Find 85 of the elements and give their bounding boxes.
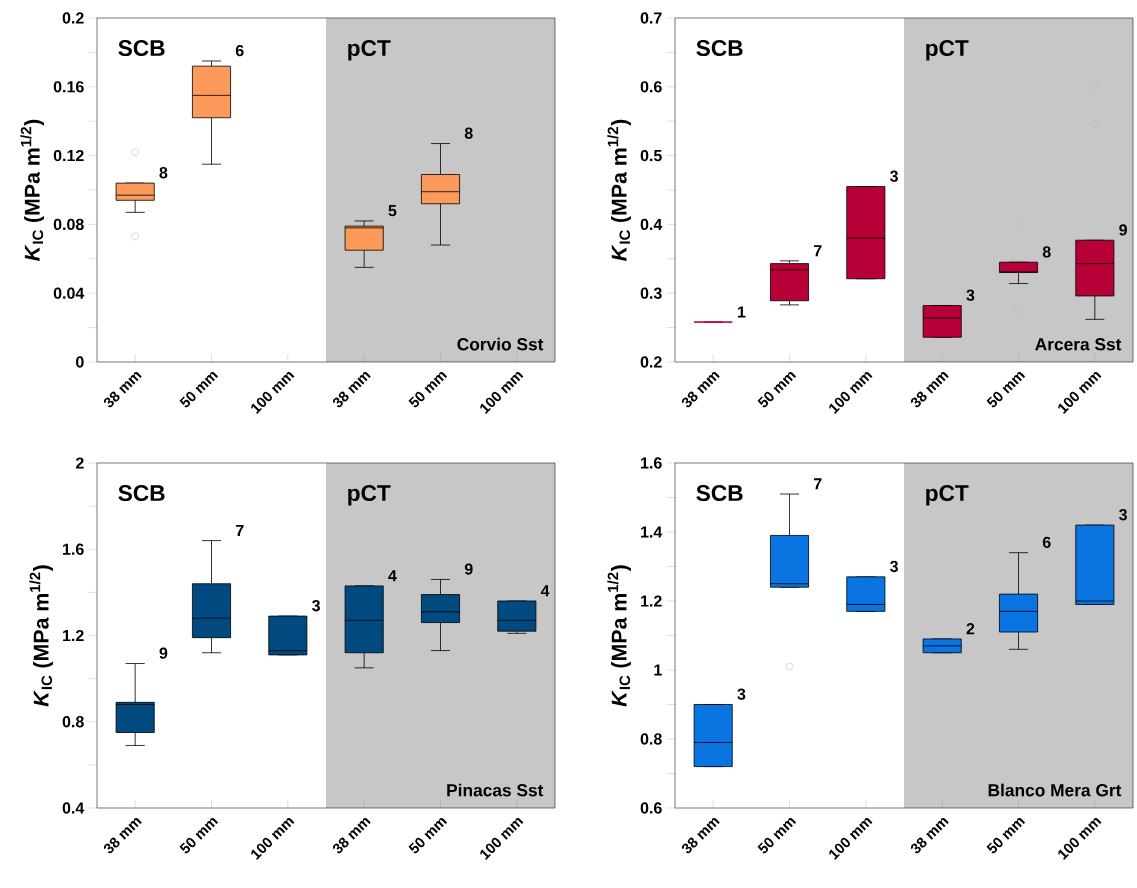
annotation: 8 [159, 167, 168, 179]
annotation: 9 [159, 647, 168, 659]
x-tick-label: 100 mm [1058, 817, 1102, 860]
y-tick-label: 0.3 [640, 287, 662, 299]
y-tick-label: 1.2 [641, 595, 662, 607]
y-tick-label: 0.4 [62, 802, 85, 814]
x-tick-label: 100 mm [251, 817, 295, 860]
x-tick-label: 38 mm [103, 371, 142, 408]
annotation: 2 [966, 623, 975, 635]
y-tick-label: 0.5 [640, 149, 662, 162]
x-tick-label: 38 mm [681, 817, 720, 854]
annotation: pCT [348, 40, 391, 61]
x-tick-label: 38 mm [910, 371, 949, 408]
y-tick-label: 1.4 [641, 526, 663, 538]
annotation: SCB [696, 485, 743, 502]
x-tick-label: 38 mm [332, 371, 371, 408]
annotation: 9 [1119, 224, 1127, 236]
annotation: 6 [1042, 536, 1051, 548]
y-tick-label: 2 [75, 457, 84, 469]
y-tick-label: 0.7 [640, 12, 662, 24]
annotation: 1 [737, 306, 746, 318]
annotation: pCT [348, 485, 391, 506]
annotation: SCB [696, 40, 743, 57]
annotation: 3 [737, 688, 746, 700]
x-tick-label: 100 mm [480, 817, 524, 860]
y-tick-label: 1.6 [641, 457, 662, 469]
y-tick-label: 0.04 [53, 287, 85, 299]
x-tick-label: 100 mm [480, 371, 524, 414]
y-axis-title: K$_{IC}$ (MPa m$^{1/2}$) [29, 565, 53, 707]
annotation: pCT [926, 40, 969, 61]
x-tick-label: 38 mm [103, 817, 142, 854]
y-tick-label: 0.12 [53, 149, 84, 162]
x-tick-label: 100 mm [251, 371, 295, 414]
x-tick-label: 38 mm [910, 817, 949, 854]
y-tick-label: 0.2 [640, 356, 662, 368]
x-tick-label: 100 mm [829, 817, 873, 860]
x-tick-label: 100 mm [1058, 371, 1102, 414]
x-tick-label: 50 mm [986, 817, 1026, 854]
annotation: 5 [388, 205, 397, 217]
annotation: 7 [235, 524, 244, 536]
annotation: 7 [813, 245, 822, 257]
y-tick-label: 0.08 [53, 218, 84, 231]
annotation: 7 [813, 478, 822, 490]
y-tick-label: 0.16 [53, 81, 84, 93]
annotation: SCB [118, 485, 165, 502]
annotation: 4 [540, 585, 550, 597]
y-tick-label: 0.8 [640, 733, 662, 745]
x-tick-label: 50 mm [986, 371, 1026, 408]
annotation: Pinacas Sst [447, 783, 544, 797]
y-tick-label: 0.4 [640, 218, 663, 231]
y-tick-label: 1.2 [63, 629, 84, 642]
annotation: 4 [388, 570, 397, 582]
y-tick-label: 0 [76, 356, 84, 368]
x-tick-label: 38 mm [332, 817, 371, 854]
annotation: 3 [890, 170, 898, 182]
y-tick-label: 0.2 [62, 12, 84, 24]
y-tick-label: 0.8 [62, 716, 84, 728]
annotation: 8 [464, 127, 473, 139]
y-tick-label: 0.6 [640, 81, 662, 93]
y-axis-title: K$_{IC}$ (MPa m$^{1/2}$) [607, 565, 631, 707]
annotation: 3 [312, 600, 320, 612]
annotation: SCB [118, 40, 165, 57]
annotation: 3 [890, 560, 898, 573]
x-tick-label: 38 mm [681, 371, 720, 408]
annotation: 8 [1042, 246, 1051, 258]
y-axis-title: K$_{IC}$ (MPa m$^{1/2}$) [607, 119, 631, 261]
x-tick-label: 100 mm [829, 371, 873, 414]
y-axis-title: K$_{IC}$ (MPa m$^{1/2}$) [20, 119, 44, 261]
annotation: pCT [926, 485, 969, 506]
y-tick-label: 1 [654, 664, 662, 676]
annotation: 6 [235, 44, 244, 57]
x-tick-label: 50 mm [179, 371, 219, 408]
annotation: 9 [464, 563, 473, 575]
annotation: 3 [966, 289, 975, 301]
x-tick-label: 50 mm [408, 817, 448, 854]
annotation: 3 [1119, 509, 1127, 521]
x-tick-label: 50 mm [757, 371, 797, 408]
annotation: Corvio Sst [457, 337, 544, 351]
annotation: Arcera Sst [1035, 338, 1122, 351]
x-tick-label: 50 mm [408, 371, 448, 408]
x-tick-label: 50 mm [179, 817, 219, 854]
x-tick-label: 50 mm [757, 817, 797, 854]
annotation: Blanco Mera Grt [988, 783, 1122, 797]
y-tick-label: 1.6 [63, 543, 84, 555]
y-tick-label: 0.6 [640, 802, 662, 814]
